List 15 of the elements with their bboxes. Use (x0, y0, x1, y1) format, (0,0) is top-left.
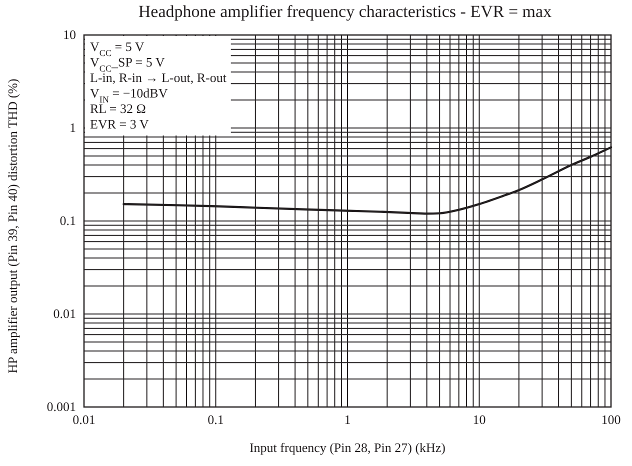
y-tick-label: 0.001 (46, 399, 76, 414)
x-tick-label: 1 (344, 412, 351, 428)
y-tick-label: 10 (63, 27, 76, 42)
x-tick-label: 100 (601, 412, 621, 428)
annotation: V$_{CC}$ = 5 V (90, 39, 145, 58)
chart-title: Headphone amplifier frequency characteristics - EVR = max (138, 2, 552, 21)
x-tick-label: 10 (472, 412, 486, 428)
annotation: EVR = 3 V (90, 116, 150, 132)
y-axis-title: HP amplifier output (Pin 39, Pin 40) distortion THD (%) (5, 78, 20, 374)
x-tick-label: 0.01 (72, 412, 96, 428)
y-tick-label: 0.01 (53, 306, 76, 322)
y-tick-label: 0.1 (60, 213, 76, 228)
x-tick-label: 0.1 (208, 412, 224, 428)
x-axis-title: Input frquency (Pin 28, Pin 27) (kHz) (249, 440, 446, 455)
y-tick-label: 1 (70, 120, 76, 136)
